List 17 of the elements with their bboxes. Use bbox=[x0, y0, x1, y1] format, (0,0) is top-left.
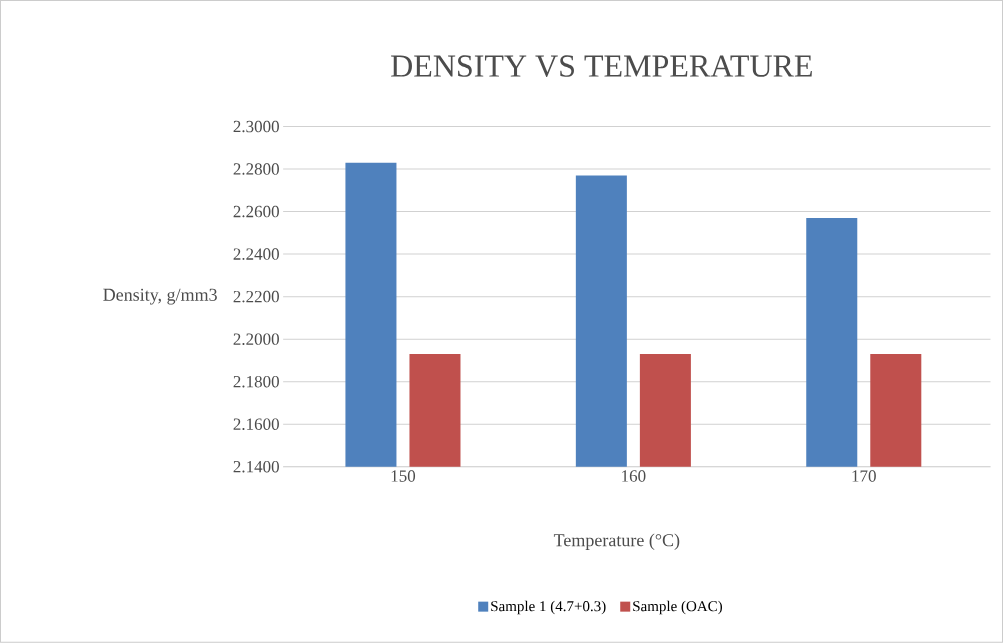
y-tick-label: 2.2600 bbox=[233, 205, 279, 218]
y-tick-label: 2.1800 bbox=[233, 376, 279, 388]
y-tick-label: 2.1600 bbox=[233, 418, 279, 431]
x-axis-title: Temperature (°C) bbox=[553, 533, 680, 551]
y-tick-label: 2.1400 bbox=[233, 461, 279, 473]
y-tick-label: 2.2000 bbox=[233, 333, 279, 346]
x-tick-label: 170 bbox=[852, 470, 876, 482]
y-axis-title: Density, g/mm3 bbox=[103, 288, 217, 305]
legend-label: Sample (OAC) bbox=[633, 600, 722, 615]
x-tick-label: 150 bbox=[391, 470, 416, 482]
legend-label: Sample 1 (4.7+0.3) bbox=[491, 600, 606, 615]
x-tick-label: 160 bbox=[622, 470, 646, 482]
chart-title: DENSITY VS TEMPERATURE bbox=[391, 55, 812, 78]
y-tick-label: 2.2200 bbox=[233, 290, 279, 303]
y-tick-label: 2.2800 bbox=[233, 163, 279, 175]
y-tick-label: 2.3000 bbox=[233, 120, 279, 133]
y-tick-label: 2.2400 bbox=[233, 248, 279, 260]
